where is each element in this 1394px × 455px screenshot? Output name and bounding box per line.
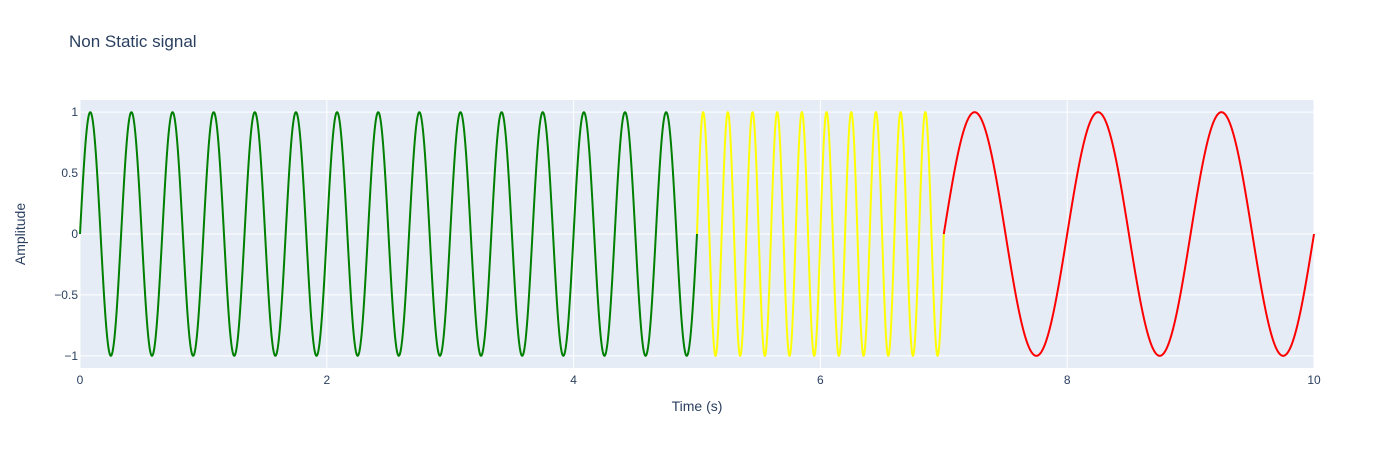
x-tick-label: 8 (1064, 373, 1071, 387)
series-line-2 (696, 111, 945, 357)
y-tick-label: −0.5 (54, 288, 78, 302)
y-tick-label: 0.5 (61, 166, 78, 180)
x-tick-label: 10 (1307, 373, 1321, 387)
series-line-1 (79, 111, 698, 357)
series-line-3 (942, 111, 1315, 357)
y-tick-label: −1 (64, 349, 78, 363)
chart-title: Non Static signal (69, 32, 197, 51)
y-axis-label: Amplitude (12, 203, 28, 265)
x-tick-label: 2 (323, 373, 330, 387)
x-tick-label: 4 (570, 373, 577, 387)
y-tick-label: 0 (71, 227, 78, 241)
x-tick-label: 0 (77, 373, 84, 387)
x-tick-label: 6 (817, 373, 824, 387)
series-layer (79, 111, 1315, 357)
x-axis-label: Time (s) (672, 398, 723, 414)
y-tick-labels: −1 −0.5 0 0.5 1 (54, 105, 78, 363)
x-tick-labels: 0 2 4 6 8 10 (77, 373, 1321, 387)
y-tick-label: 1 (71, 105, 78, 119)
